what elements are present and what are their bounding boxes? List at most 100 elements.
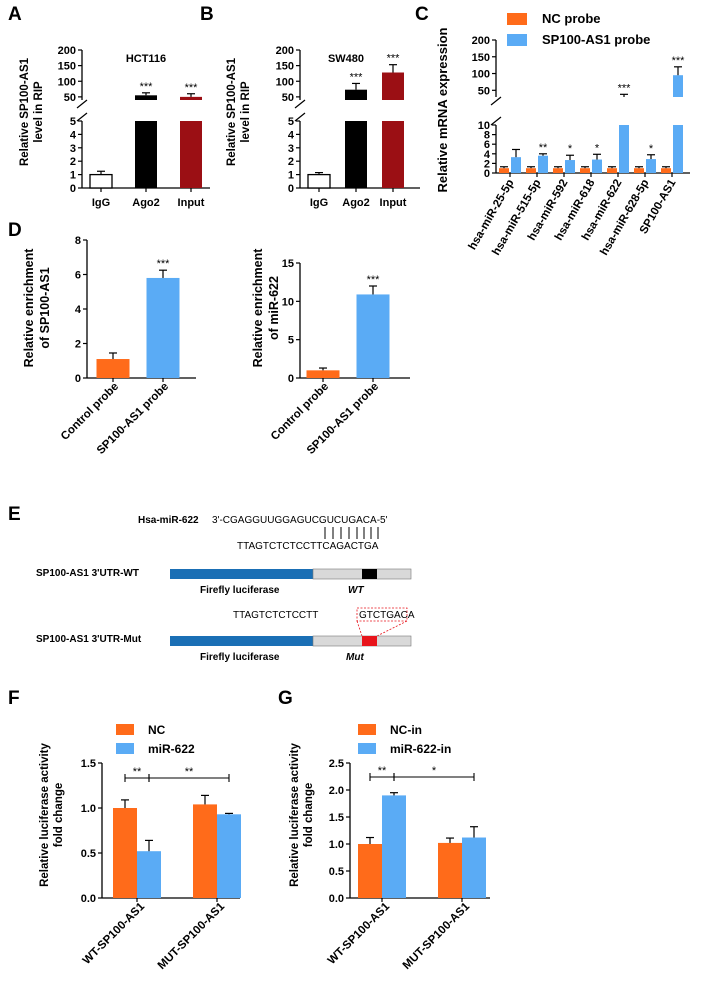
panelC-sig-label: *: [649, 143, 654, 155]
panelC-bar-0: [634, 168, 644, 173]
panelF-bracket-label: **: [185, 766, 194, 778]
chart-c-legend-sp100: SP100-AS1 probe: [542, 32, 650, 47]
base-pairing-lines: [324, 527, 379, 539]
panelA-ytick-label: 1: [70, 170, 76, 182]
panelB-bar: [307, 173, 331, 189]
chart-g-legend-swatch-mir: [358, 743, 376, 754]
panelC-ytick-label: 200: [472, 35, 490, 47]
panelD1-sig-label: ***: [157, 258, 171, 270]
panelA-bar: [180, 121, 202, 188]
panelD1-ytick-label: 0: [75, 373, 81, 385]
panelB-ytick-label: 100: [276, 76, 294, 88]
panelA-ytick-label: 0: [70, 183, 76, 195]
panelG-ytick-label: 0.0: [329, 893, 344, 905]
chart-g-legend-nc: NC-in: [390, 723, 422, 737]
panelB-ytick-label: 4: [288, 129, 295, 141]
panelF-ytick-label: 0.5: [81, 848, 96, 860]
panelA-ytick-label: 3: [70, 143, 76, 155]
panelG-ytick-label: 1.5: [329, 812, 344, 824]
chart-d1: Relative enrichment of SP100-AS1 02468Co…: [22, 235, 196, 457]
panelG-ytick-label: 2.0: [329, 785, 344, 797]
panelG-bracket-label: *: [432, 765, 437, 777]
panelA-bar: [135, 121, 157, 188]
panelA-xtick-label: Ago2: [132, 197, 160, 209]
chart-b-ylabel-2: level in RIP: [240, 81, 252, 143]
panelG-xtick-label: WT-SP100-AS1: [326, 900, 393, 967]
panelB-ytick-label: 5: [288, 116, 294, 128]
chart-c-ylabel: Relative mRNA expression: [435, 27, 450, 192]
chart-g-ylabel-1: Relative luciferase activity: [289, 742, 301, 886]
panelB-bar-upper: [345, 89, 367, 100]
wt-site-label: WT: [348, 585, 364, 596]
panelA-ytick-label: 50: [64, 92, 76, 104]
mut-target-sequence-box: GTCTGACA: [359, 610, 415, 621]
mirna-sequence: 3'-CGAGGUUGGAGUCGUCUGACA-5': [212, 515, 388, 526]
panelD1-ytick-label: 6: [75, 270, 81, 282]
panelA-ytick-label: 100: [58, 76, 76, 88]
panelF-bar-1: [217, 814, 241, 898]
wt-binding-site: [362, 569, 377, 579]
panelA-ytick-label: 4: [70, 129, 77, 141]
panelC-bar-1: [511, 157, 521, 173]
chart-d2-ylabel-1: Relative enrichment: [251, 248, 265, 368]
panelD1-ytick-label: 2: [75, 339, 81, 351]
mut-site-label: Mut: [346, 652, 364, 663]
panelF-bar-1: [137, 851, 161, 898]
mut-callout-left: [356, 620, 363, 637]
panelA-axis-break-low: [76, 112, 88, 122]
panelC-ytick-label: 50: [478, 85, 490, 97]
panelC-bar-0: [499, 168, 509, 173]
chart-c-legend-swatch-nc: [507, 13, 527, 25]
chart-f-ylabel-2: fold change: [53, 783, 65, 848]
chart-a: HCT116 Relative SP100-AS1 level in RIP 0…: [19, 45, 210, 209]
panelD1-ytick-label: 8: [75, 235, 81, 247]
panelB-ytick-label: 0: [288, 183, 294, 195]
panel-label-f: F: [8, 688, 20, 709]
panelB-ytick-label: 1: [288, 170, 294, 182]
mut-binding-site: [362, 636, 377, 646]
panelA-bar-upper: [135, 95, 157, 100]
panelC-bar-1: [565, 160, 575, 173]
panelG-bar-1: [462, 837, 486, 898]
panelC-ytick-label: 0: [484, 168, 490, 180]
panelC-ytick-label: 4: [484, 149, 491, 161]
panelB-sig-label: ***: [350, 71, 364, 83]
panelB-bar: [345, 121, 367, 188]
panelF-bracket-label: **: [133, 766, 142, 778]
panelA-bar: [89, 173, 113, 189]
chart-f-legend-mir: miR-622: [148, 742, 195, 756]
panelC-sig-label: *: [568, 143, 573, 155]
panelC-bar-0: [607, 168, 617, 173]
panelG-bar-0: [358, 844, 382, 898]
chart-f-legend-swatch-nc: [116, 724, 134, 735]
panel-label-g: G: [278, 688, 293, 709]
panelA-ytick-label: 150: [58, 61, 76, 73]
panelC-bar-0: [661, 168, 671, 173]
panelC-sig-label: **: [539, 142, 548, 154]
panel-label-e: E: [8, 504, 21, 525]
chart-g-legend-swatch-nc: [358, 724, 376, 735]
panelA-sig-label: ***: [140, 81, 154, 93]
panelG-ytick-label: 0.5: [329, 866, 344, 878]
panelD2-ytick-label: 15: [282, 258, 294, 270]
panelC-ytick-label: 8: [484, 130, 490, 142]
panelF-xtick-label: WT-SP100-AS1: [81, 900, 148, 967]
panelC-ytick-label: 2: [484, 158, 490, 170]
panel-label-c: C: [415, 4, 429, 25]
chart-g-ylabel-2: fold change: [303, 783, 315, 848]
panelA-sig-label: ***: [185, 82, 199, 94]
panelC-bar-1: [646, 159, 656, 173]
panelB-xtick-label: IgG: [310, 197, 328, 209]
panel-label-a: A: [8, 4, 22, 25]
panelA-ytick-label: 5: [70, 116, 76, 128]
chart-a-ylabel-1: Relative SP100-AS1: [19, 57, 31, 166]
mut-sequence-box: [356, 607, 408, 622]
panelD2-bar: [306, 370, 340, 378]
panelC-bar-1: [592, 159, 602, 173]
chart-f-legend-swatch-mir: [116, 743, 134, 754]
chart-b-title: SW480: [328, 53, 364, 65]
chart-f: Relative luciferase activity fold change…: [39, 723, 241, 972]
panelD1-bar: [96, 359, 130, 378]
chart-g: Relative luciferase activity fold change…: [289, 723, 490, 972]
